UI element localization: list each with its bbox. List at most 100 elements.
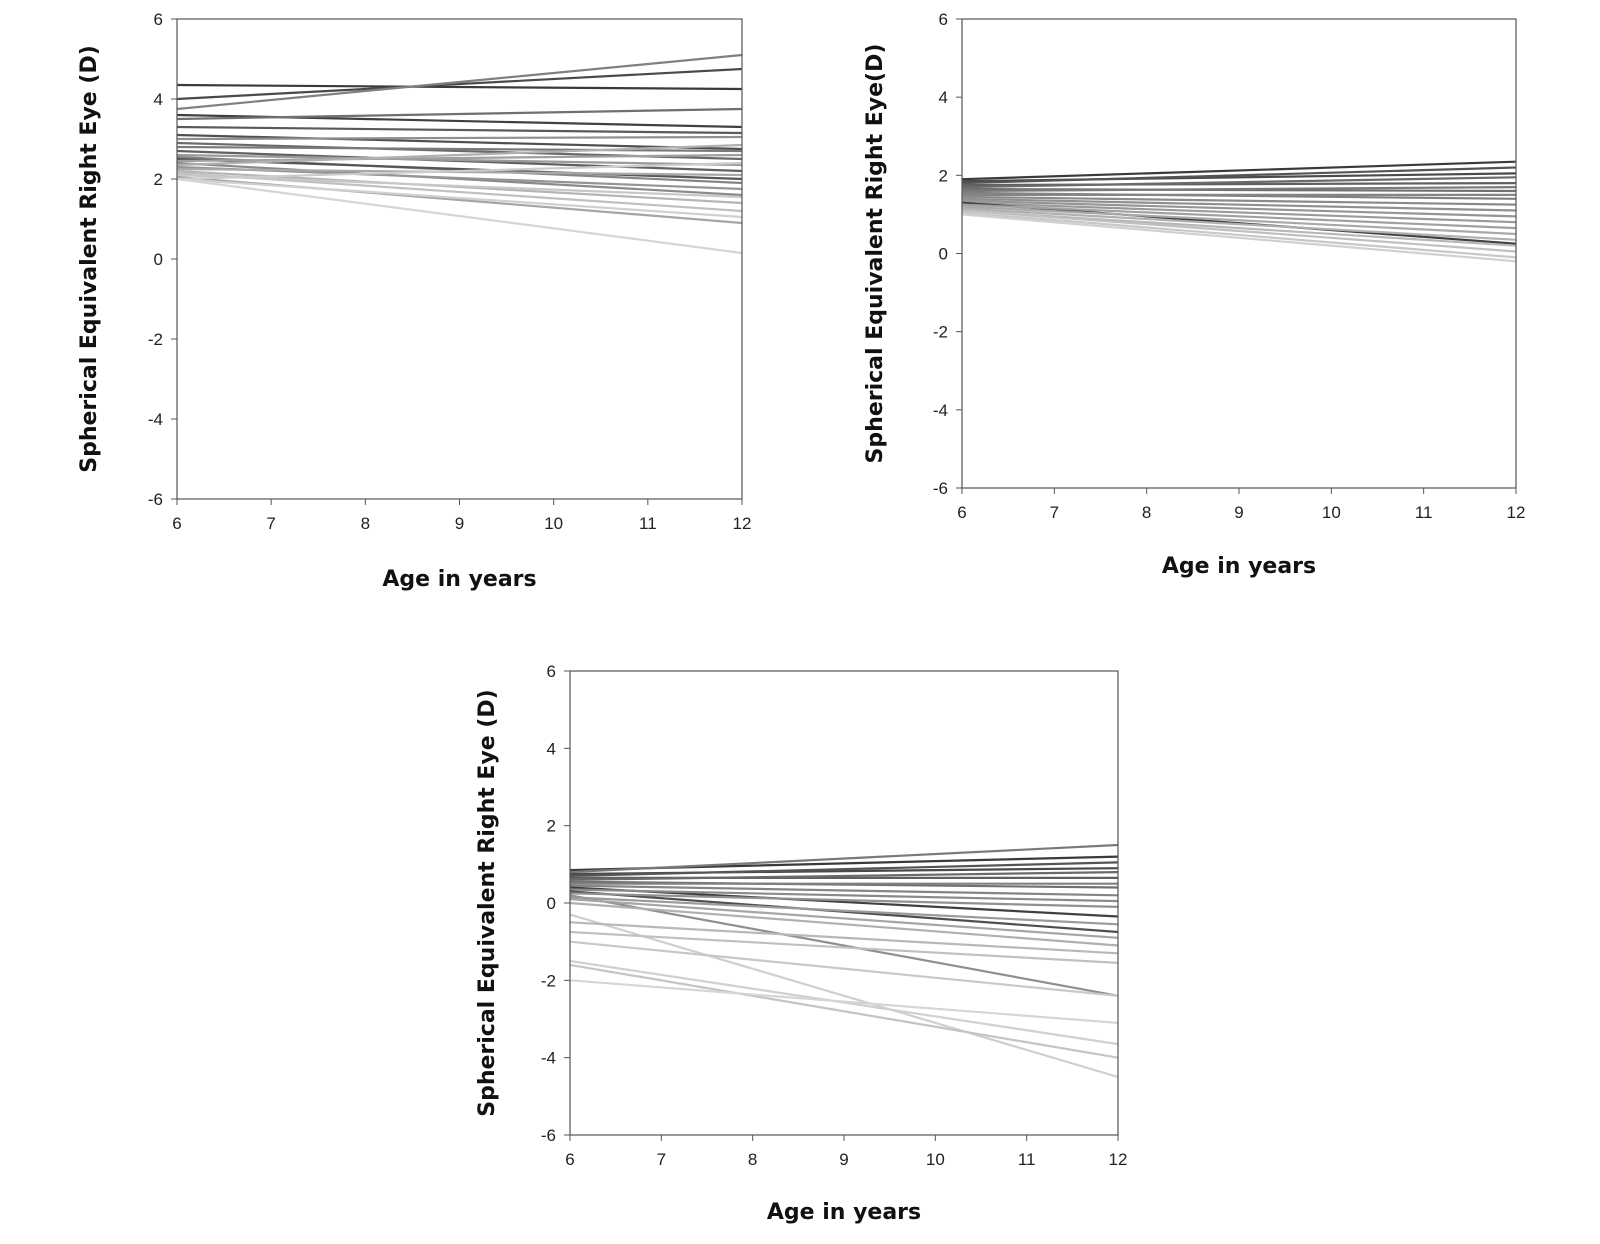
series-line-26 bbox=[176, 177, 743, 255]
series-line-1 bbox=[961, 160, 1517, 181]
x-tick-label: 7 bbox=[1050, 503, 1059, 522]
series-line-19 bbox=[569, 921, 1119, 955]
y-tick-label: 0 bbox=[154, 250, 163, 269]
series-line-2 bbox=[176, 67, 743, 101]
series-line-7 bbox=[961, 186, 1517, 193]
chart-bottom-center: 6 7 8 9 10 11 12 6 4 2 0 -2 -4 -6 Age in years Spher… bbox=[475, 662, 1127, 1225]
series-line-21 bbox=[961, 213, 1517, 263]
series-group bbox=[961, 160, 1517, 263]
x-tick-label: 6 bbox=[172, 514, 181, 533]
series-line-6 bbox=[569, 871, 1119, 881]
series-line-15 bbox=[961, 203, 1517, 230]
y-tick-label: -4 bbox=[148, 410, 163, 429]
series-line-15 bbox=[176, 153, 743, 163]
series-line-14 bbox=[569, 894, 1119, 997]
y-tick-label: 6 bbox=[154, 10, 163, 29]
x-tick-label: 7 bbox=[657, 1150, 666, 1169]
series-line-19 bbox=[961, 209, 1517, 253]
series-line-8 bbox=[176, 135, 743, 141]
series-line-3 bbox=[961, 166, 1517, 185]
y-tick-label: -6 bbox=[933, 479, 948, 498]
x-tick-label: 9 bbox=[1234, 503, 1243, 522]
x-axis-title: Age in years bbox=[767, 1200, 921, 1225]
series-line-18 bbox=[569, 913, 1119, 1079]
series-line-10 bbox=[961, 195, 1517, 206]
x-tick-label: 6 bbox=[565, 1150, 574, 1169]
x-tick-label: 11 bbox=[1415, 503, 1433, 522]
x-tick-label: 12 bbox=[733, 514, 752, 533]
series-line-16 bbox=[961, 205, 1517, 236]
y-axis-ticks: 6 4 2 0 -2 -4 -6 bbox=[541, 662, 570, 1145]
series-line-2 bbox=[569, 843, 1119, 874]
chart-top-left: 6 7 8 9 10 11 12 6 4 2 0 -2 -4 -6 Age in years Spher… bbox=[77, 10, 751, 592]
y-tick-label: -6 bbox=[541, 1126, 556, 1145]
series-line-4 bbox=[569, 861, 1119, 877]
x-tick-label: 10 bbox=[926, 1150, 945, 1169]
y-axis-ticks: 6 4 2 0 -2 -4 -6 bbox=[148, 10, 177, 509]
x-tick-label: 12 bbox=[1109, 1150, 1128, 1169]
y-axis-title: Spherical Equivalent Right Eye (D) bbox=[77, 45, 102, 473]
x-tick-label: 10 bbox=[544, 514, 563, 533]
y-tick-label: -2 bbox=[933, 323, 948, 342]
y-tick-label: 2 bbox=[154, 170, 163, 189]
x-axis-ticks: 6 7 8 9 10 11 12 bbox=[172, 499, 751, 533]
x-tick-label: 8 bbox=[748, 1150, 757, 1169]
x-tick-label: 8 bbox=[1142, 503, 1151, 522]
y-axis-title: Spherical Equivalent Right Eye(D) bbox=[863, 44, 888, 464]
series-group bbox=[176, 53, 743, 255]
x-tick-label: 11 bbox=[1018, 1150, 1036, 1169]
x-tick-label: 10 bbox=[1322, 503, 1341, 522]
plot-area-frame bbox=[176, 18, 743, 500]
series-line-20 bbox=[961, 211, 1517, 259]
series-line-24 bbox=[569, 979, 1119, 1024]
y-tick-label: 6 bbox=[547, 662, 556, 681]
x-tick-label: 8 bbox=[361, 514, 370, 533]
y-tick-label: -4 bbox=[541, 1049, 556, 1068]
x-axis-title: Age in years bbox=[382, 567, 536, 592]
y-tick-label: 2 bbox=[547, 817, 556, 836]
series-line-23 bbox=[569, 963, 1119, 1059]
x-axis-title: Age in years bbox=[1162, 554, 1316, 579]
series-line-15 bbox=[569, 896, 1119, 926]
x-tick-label: 6 bbox=[957, 503, 966, 522]
series-line-9 bbox=[569, 884, 1119, 897]
series-line-24 bbox=[176, 161, 743, 181]
x-axis-ticks: 6 7 8 9 10 11 12 bbox=[565, 1135, 1127, 1169]
y-tick-label: 0 bbox=[547, 894, 556, 913]
y-tick-label: 4 bbox=[939, 88, 948, 107]
series-line-7 bbox=[176, 133, 743, 151]
series-line-5 bbox=[176, 107, 743, 121]
series-line-20 bbox=[569, 930, 1119, 964]
y-tick-label: 4 bbox=[154, 90, 163, 109]
series-line-10 bbox=[176, 145, 743, 153]
y-tick-label: 6 bbox=[939, 10, 948, 29]
y-axis-ticks: 6 4 2 0 -2 -4 -6 bbox=[933, 10, 962, 498]
y-axis-title: Spherical Equivalent Right Eye (D) bbox=[475, 689, 500, 1117]
y-tick-label: -2 bbox=[541, 971, 556, 990]
series-line-3 bbox=[176, 53, 743, 111]
series-line-13 bbox=[569, 892, 1119, 908]
series-line-22 bbox=[176, 173, 743, 199]
x-axis-ticks: 6 7 8 9 10 11 12 bbox=[957, 488, 1525, 522]
series-line-17 bbox=[961, 207, 1517, 241]
series-group bbox=[569, 843, 1119, 1079]
series-line-12 bbox=[961, 199, 1517, 218]
y-tick-label: 4 bbox=[547, 739, 556, 758]
y-tick-label: -6 bbox=[148, 490, 163, 509]
x-tick-label: 9 bbox=[839, 1150, 848, 1169]
y-tick-label: 2 bbox=[939, 166, 948, 185]
y-tick-label: -2 bbox=[148, 330, 163, 349]
series-line-17 bbox=[176, 143, 743, 167]
x-tick-label: 11 bbox=[639, 514, 657, 533]
series-line-25 bbox=[176, 177, 743, 219]
x-tick-label: 7 bbox=[266, 514, 275, 533]
series-line-11 bbox=[961, 197, 1517, 212]
x-tick-label: 9 bbox=[455, 514, 464, 533]
x-tick-label: 12 bbox=[1507, 503, 1526, 522]
series-line-16 bbox=[569, 898, 1119, 939]
series-line-6 bbox=[176, 125, 743, 135]
y-tick-label: -4 bbox=[933, 401, 948, 420]
series-line-5 bbox=[961, 176, 1517, 189]
series-line-17 bbox=[569, 901, 1119, 947]
